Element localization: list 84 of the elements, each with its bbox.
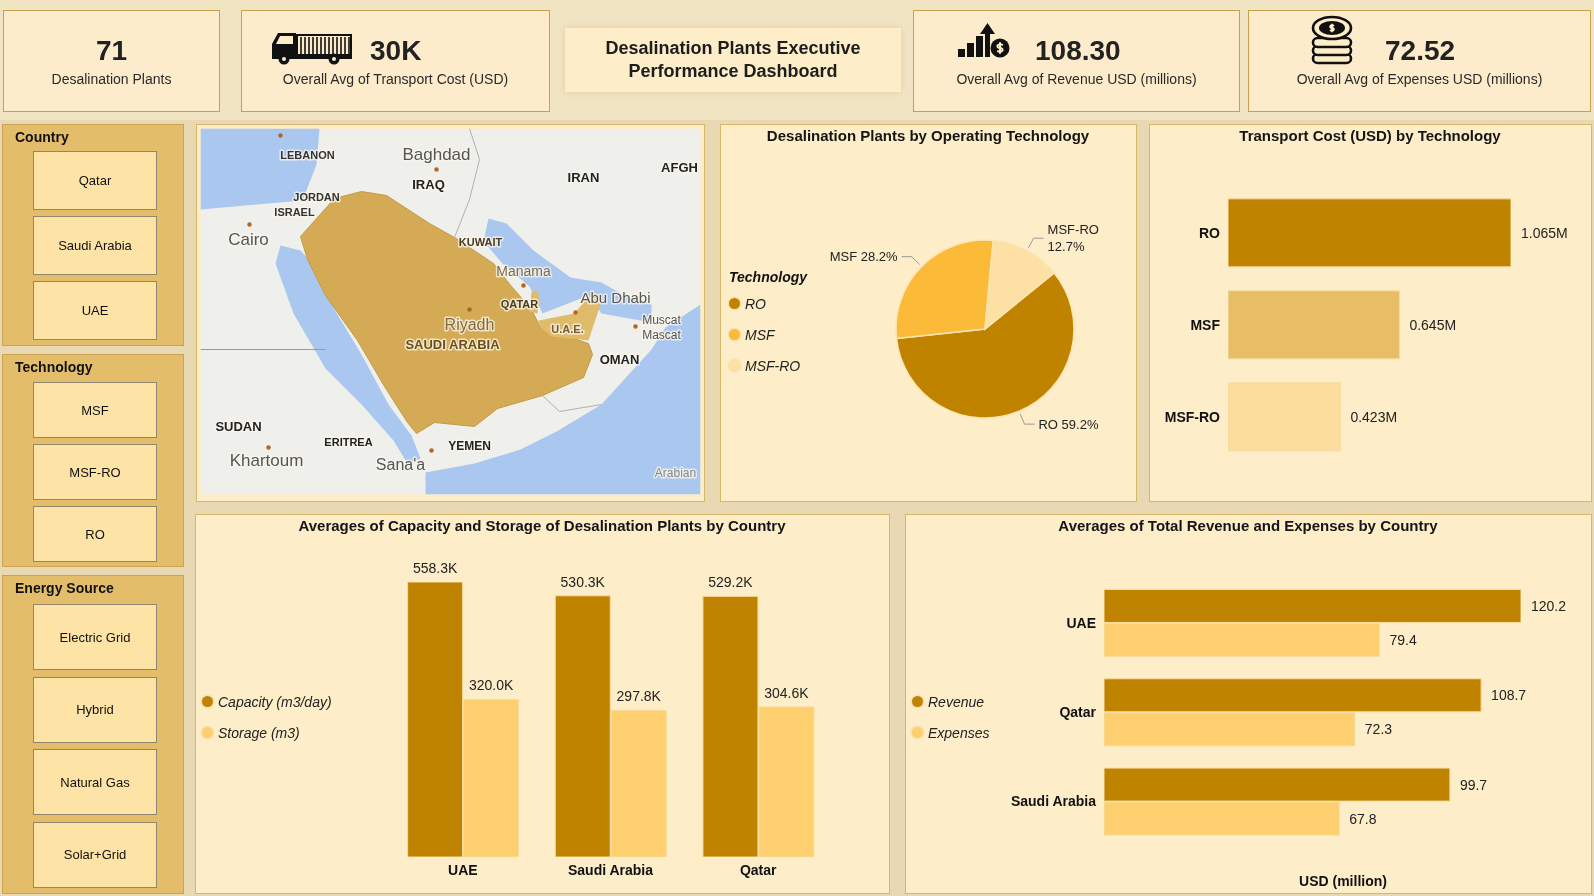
text: Khartoum <box>229 451 304 470</box>
text: KUWAIT <box>458 235 503 248</box>
x-tick-label: Saudi Arabia <box>567 861 654 878</box>
legend-label: RO <box>744 294 767 314</box>
text: Riyadh <box>444 316 495 333</box>
data-label: 1.065M <box>1521 224 1568 241</box>
text: Arabian <box>654 465 697 480</box>
text: OMAN <box>599 352 640 367</box>
data-label: 120.2 <box>1531 597 1567 614</box>
y-tick-label: RO <box>1199 224 1221 241</box>
y-tick-label: Qatar <box>1059 703 1097 720</box>
category-label: Natural Gas <box>33 749 157 815</box>
data-label: 320.0K <box>468 677 514 694</box>
chart-title: Averages of Capacity and Storage of Desalination Plants by Country <box>297 516 787 536</box>
category-label: Desalination Plants <box>50 70 173 88</box>
category-label: Solar+Grid <box>33 821 157 888</box>
legend-title: Technology <box>729 268 808 287</box>
legend-label: MSF-RO <box>744 356 802 376</box>
data-label: 72.3 <box>1364 721 1393 738</box>
data-label: 108.7 <box>1491 687 1527 704</box>
x-tick-label: UAE <box>448 861 478 878</box>
text: LEBANON <box>280 148 335 161</box>
data-label: 12.7% <box>1047 239 1085 255</box>
text: U.A.E. <box>551 322 584 335</box>
data-label: 558.3K <box>412 560 458 576</box>
y-tick-label: UAE <box>1066 614 1096 631</box>
category-label: Hybrid <box>33 676 157 743</box>
data-label: 99.7 <box>1459 776 1488 793</box>
legend-label: Capacity (m3/day) <box>217 692 332 712</box>
text: Cairo <box>228 230 269 249</box>
text: Manama <box>496 262 551 279</box>
legend-label: Revenue <box>927 692 986 712</box>
text: IRAQ <box>412 177 445 192</box>
text: Baghdad <box>402 145 471 164</box>
category-label: MSF-RO <box>33 444 157 500</box>
category-label: MSF 28.2% <box>829 249 898 265</box>
text: Sana'a <box>375 456 426 473</box>
data-label: 0.423M <box>1350 408 1398 425</box>
text: ERITREA <box>324 435 373 448</box>
category-label: Overall Avg of Transport Cost (USD) <box>281 70 510 88</box>
category-label: Overall Avg of Revenue USD (millions) <box>955 70 1198 88</box>
text: 71 <box>95 35 128 66</box>
category-label: Qatar <box>33 151 157 210</box>
category-label: Electric Grid <box>33 604 157 670</box>
data-label: 304.6K <box>764 684 810 701</box>
text: Energy Source <box>15 579 114 597</box>
category-label: Saudi Arabia <box>33 216 157 275</box>
chart-title: Averages of Total Revenue and Expenses by Country <box>1057 516 1439 536</box>
x-axis-title: USD (million) <box>1298 872 1388 890</box>
data-label: 530.3K <box>560 573 606 590</box>
category-label: Overall Avg of Expenses USD (millions) <box>1295 70 1544 88</box>
y-tick-label: Saudi Arabia <box>1010 793 1097 810</box>
chart-title: Desalination Plants by Operating Technology <box>765 126 1091 146</box>
text: 30K <box>370 35 422 66</box>
text: 108.30 <box>1035 35 1121 66</box>
text: SUDAN <box>215 419 262 434</box>
text: 72.52 <box>1385 35 1456 66</box>
legend-label: Expenses <box>927 723 990 743</box>
category-label: RO 59.2% <box>1038 416 1099 432</box>
x-tick-label: Qatar <box>739 861 777 878</box>
legend-label: MSF <box>744 325 776 345</box>
data-label: 79.4 <box>1389 631 1417 648</box>
text: AFGH <box>661 160 698 175</box>
text: Country <box>15 128 69 146</box>
data-label: 529.2K <box>708 574 754 591</box>
category-label: RO <box>33 506 157 562</box>
y-tick-label: MSF-RO <box>1164 408 1221 425</box>
text: Desalination Plants Executive Performance Dashboard <box>604 37 862 83</box>
data-label: 67.8 <box>1349 810 1377 827</box>
data-label: 0.645M <box>1409 316 1457 333</box>
legend-label: Storage (m3) <box>217 723 301 743</box>
text: Mascat <box>642 327 682 342</box>
category-label: UAE <box>33 281 157 340</box>
data-label: 297.8K <box>616 688 662 705</box>
text: Muscat <box>642 312 682 327</box>
chart-title: Transport Cost (USD) by Technology <box>1238 126 1502 146</box>
y-tick-label: MSF <box>1190 316 1221 333</box>
text: ISRAEL <box>274 205 315 218</box>
text: JORDAN <box>293 190 340 203</box>
text: YEMEN <box>448 438 491 453</box>
text: Technology <box>15 358 93 376</box>
category-label: MSF <box>33 382 157 438</box>
text: SAUDI ARABIA <box>405 337 501 352</box>
text: IRAN <box>567 170 600 185</box>
